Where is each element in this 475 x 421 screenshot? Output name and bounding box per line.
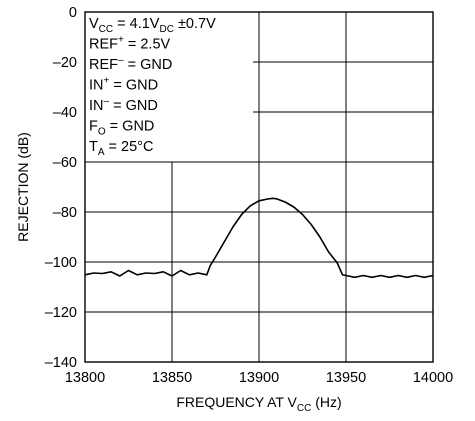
annotation-line: IN+ = GND [89, 76, 158, 94]
annotation-line: REF+ = 2.5V [89, 35, 171, 53]
annotation-part: = 4.1V [113, 16, 160, 32]
annotation-part: – [118, 55, 124, 66]
annotation-part: = GND [109, 78, 158, 94]
annotation-part: ±0.7V [174, 16, 216, 32]
annotation-line: FO = GND [89, 119, 154, 138]
y-tick-label: –80 [53, 205, 77, 221]
annotation-part: + [118, 35, 124, 46]
x-tick-label: 13950 [326, 370, 366, 386]
series-line-rejection [84, 197, 434, 279]
x-tick-label: 14000 [413, 370, 453, 386]
y-tick-label: –140 [45, 355, 77, 371]
annotation-part: CC [99, 24, 113, 35]
annotation-line: TA = 25°C [89, 139, 153, 158]
annotation-part: = GND [109, 98, 158, 114]
annotation-part: = GND [124, 57, 173, 73]
y-tick-label: –20 [53, 55, 77, 71]
y-tick-label: –60 [53, 155, 77, 171]
annotation-part: = 25°C [105, 139, 154, 155]
y-tick-label: 0 [69, 5, 77, 21]
x-tick-label: 13800 [65, 370, 105, 386]
annotation-part: F [89, 119, 98, 135]
plot-frame [84, 11, 434, 363]
annotation-line: VCC = 4.1VDC ±0.7V [89, 16, 216, 35]
x-axis-title-tail: (Hz) [311, 394, 341, 410]
x-axis-title-main: FREQUENCY AT V [176, 394, 297, 410]
x-axis-title-sub: CC [297, 403, 311, 414]
annotation-part: A [98, 147, 105, 158]
x-tick-label: 13850 [152, 370, 192, 386]
x-axis-title: FREQUENCY AT VCC (Hz) [176, 394, 341, 414]
annotation-part: REF [89, 37, 118, 53]
x-tick-labels: 13800 13850 13900 13950 14000 [65, 370, 453, 386]
y-tick-labels: 0 –20 –40 –60 –80 –100 –120 –140 [45, 5, 77, 371]
annotation-part: DC [159, 24, 173, 35]
y-tick-label: –100 [45, 255, 77, 271]
annotation-line: REF– = GND [89, 55, 172, 73]
annotation-part: – [104, 96, 110, 107]
y-tick-label: –120 [45, 305, 77, 321]
annotation-part: REF [89, 57, 118, 73]
annotation-part: T [89, 139, 98, 155]
y-axis-title: REJECTION (dB) [15, 132, 31, 242]
grid [85, 12, 433, 362]
x-tick-label: 13900 [239, 370, 279, 386]
annotation-line: IN– = GND [89, 96, 158, 114]
y-tick-label: –40 [53, 105, 77, 121]
annotation-part: IN [89, 78, 104, 94]
annotation-part: = GND [106, 119, 155, 135]
annotation-part: V [89, 16, 99, 32]
annotation-part: + [104, 76, 110, 87]
annotation-part: O [98, 127, 106, 138]
annotation-part: IN [89, 98, 104, 114]
annotation-part: = 2.5V [124, 37, 171, 53]
